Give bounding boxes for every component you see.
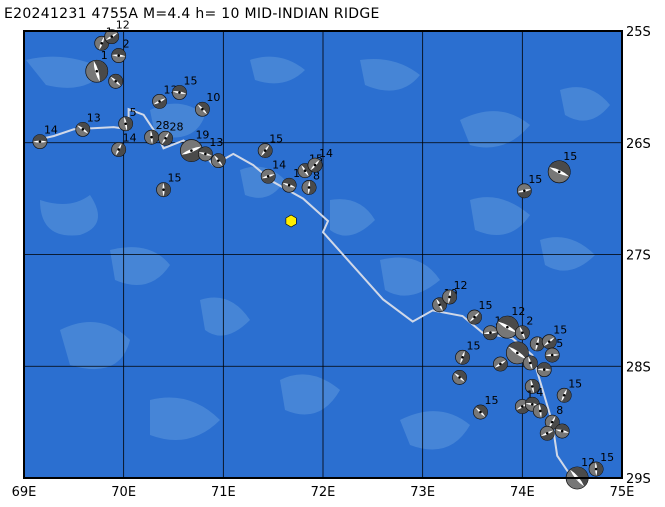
bathymetry-patches: [26, 56, 610, 450]
mechanism-depth-label: 4: [536, 386, 543, 399]
focal-mechanism: [210, 153, 226, 169]
focal-mechanism: 14: [111, 131, 137, 157]
focal-mechanism: 14: [307, 147, 333, 173]
mechanism-depth-label: 5: [556, 337, 563, 350]
focal-mechanism: 15: [455, 339, 481, 365]
focal-mechanism: 15: [467, 299, 492, 325]
longitude-tick-label: 75E: [610, 485, 635, 500]
focal-mechanism: 12: [442, 279, 468, 305]
focal-mechanism: 19: [180, 129, 209, 162]
longitude-tick-label: 74E: [510, 485, 535, 500]
ridge-line: [33, 107, 574, 479]
focal-mechanism: [554, 423, 570, 439]
latitude-tick-label: 27S: [626, 249, 651, 264]
mechanism-depth-label: 15: [600, 451, 614, 464]
focal-mechanism: 14: [260, 158, 286, 184]
focal-mechanism: 12: [495, 305, 525, 339]
focal-mechanism: 5: [544, 337, 563, 363]
focal-mechanism: 13: [197, 136, 223, 162]
longitude-tick-labels: 69E 70E 71E 72E 73E 74E 75E: [12, 485, 635, 500]
mechanism-depth-label: 15: [478, 299, 492, 312]
focal-mechanism: 15: [556, 377, 582, 403]
focal-mechanism: [524, 378, 540, 394]
focal-mechanism: 15: [172, 74, 197, 100]
mechanism-depth-label: 15: [168, 172, 182, 185]
mechanism-depth-label: 13: [87, 111, 101, 124]
longitude-tick-label: 70E: [111, 485, 136, 500]
latitude-tick-label: 29S: [626, 472, 651, 487]
mechanism-depth-label: 12: [511, 305, 525, 318]
focal-mechanism: 8: [544, 404, 563, 430]
focal-mechanism: [539, 425, 555, 441]
focal-mechanism: [493, 356, 508, 372]
focal-mechanism: 2: [514, 315, 533, 341]
epicenter-marker: [285, 214, 297, 228]
mechanism-depth-label: 15: [183, 74, 197, 87]
focal-mechanism: 14: [32, 124, 58, 150]
focal-mechanism: [532, 403, 548, 419]
longitude-tick-label: 69E: [12, 485, 37, 500]
map-frame: [23, 30, 623, 479]
mechanism-depth-label: 2: [123, 38, 130, 51]
focal-mechanism: 5: [118, 106, 137, 132]
focal-mechanism: 12: [104, 19, 130, 44]
focal-mechanism: [108, 73, 124, 89]
focal-mechanism: [452, 370, 467, 385]
focal-mechanism: [522, 355, 538, 371]
mechanism-depth-label: 10: [206, 91, 220, 104]
focal-mechanism: 10: [195, 91, 220, 117]
mechanism-depth-label: 28: [156, 119, 170, 132]
mechanism-depth-label: 13: [209, 136, 223, 149]
mechanism-depth-label: 15: [553, 324, 567, 337]
focal-mechanism: 15: [541, 324, 567, 350]
mechanism-depth-label: 1: [526, 388, 533, 401]
mechanism-depth-label: 28: [170, 120, 184, 133]
mechanism-depth-label: 19: [195, 129, 209, 142]
focal-mechanism: [505, 341, 529, 365]
mechanism-depth-label: 15: [563, 150, 577, 163]
longitude-tick-label: 71E: [211, 485, 236, 500]
mechanism-depth-label: 1: [101, 49, 108, 62]
mechanism-depth-label: 14: [272, 158, 286, 171]
focal-mechanisms: 1413111225141315102828191315151412158141…: [32, 19, 614, 490]
mechanism-depth-label: 15: [269, 133, 283, 146]
mechanism-depth-label: 15: [484, 394, 498, 407]
latitude-tick-label: 28S: [626, 360, 651, 375]
latitude-tick-label: 26S: [626, 137, 651, 152]
focal-mechanism: 13: [75, 111, 101, 137]
longitude-tick-label: 73E: [410, 485, 435, 500]
mechanism-depth-label: 8: [556, 404, 563, 417]
focal-mechanism: 15: [257, 133, 283, 158]
mechanism-depth-label: 12: [116, 19, 130, 32]
mechanism-depth-label: 12: [454, 279, 468, 292]
mechanism-depth-label: 15: [568, 377, 582, 390]
focal-mechanism: [536, 362, 552, 378]
focal-mechanism: 28: [144, 119, 170, 145]
focal-mechanism: 15: [516, 173, 542, 199]
focal-mechanism: 15: [588, 451, 614, 477]
lat-lon-grid: [24, 31, 622, 478]
mechanism-depth-label: 14: [319, 147, 333, 160]
focal-mechanism: 28: [158, 120, 184, 146]
latitude-tick-labels: 25S 26S 27S 28S 29S: [626, 25, 651, 487]
focal-mechanism: 13: [152, 83, 178, 109]
focal-mechanism: 15: [156, 172, 182, 198]
map-title: E20241231 4755A M=4.4 h= 10 MID-INDIAN R…: [4, 6, 380, 22]
mechanism-depth-label: 5: [130, 106, 137, 119]
focal-mechanism: 8: [301, 169, 320, 195]
latitude-tick-label: 25S: [626, 25, 651, 40]
focal-mechanism: 15: [547, 150, 577, 184]
mechanism-depth-label: 2: [526, 315, 533, 328]
focal-mechanism: 2: [111, 38, 130, 63]
mechanism-depth-label: 15: [467, 339, 481, 352]
mechanism-depth-label: 14: [123, 131, 137, 144]
longitude-tick-label: 72E: [311, 485, 336, 500]
focal-mechanism: 1: [85, 49, 109, 83]
mechanism-depth-label: 15: [528, 173, 542, 186]
focal-mechanism: [529, 336, 545, 352]
mechanism-depth-label: 8: [313, 169, 320, 182]
mechanism-depth-label: 14: [44, 124, 58, 137]
focal-mechanism: 15: [473, 394, 498, 420]
